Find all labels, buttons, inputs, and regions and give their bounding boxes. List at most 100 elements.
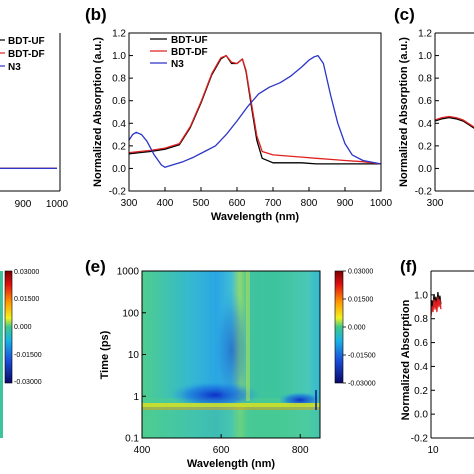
panel-b-ytick-label: 0.8 (112, 74, 126, 85)
panel-b-xtick-label: 700 (265, 198, 282, 209)
panel-e-xtick-label: 600 (213, 445, 230, 456)
panel-b-xtick-label: 900 (337, 198, 354, 209)
panel-c-ytick-label: 0.0 (418, 164, 432, 175)
panel-c-xtick-label: 300 (427, 198, 444, 209)
panel-e-ytick-label: 1 (133, 392, 139, 403)
panel-f-ytick-label: 0.4 (414, 362, 428, 373)
panel-a-xtick: 1000 (46, 199, 69, 210)
panel-f-ticks: -0.2 0.0 0.2 0.4 0.6 0.8 1.0 10 (411, 290, 439, 456)
panel-e-ytick-label: 1000 (117, 267, 140, 278)
panel-c-ytick-label: 1.0 (418, 51, 432, 62)
panel-c-ytick-label: -0.2 (415, 187, 433, 198)
panel-b-ytick-label: -0.2 (109, 187, 127, 198)
panel-e-colorbar-tick-label: -0.01500 (348, 353, 376, 360)
panel-b-xtick-label: 300 (121, 198, 138, 209)
panel-label-c: (c) (394, 5, 415, 24)
panel-f-ytick-label: 0.2 (414, 386, 428, 397)
panel-c-ytick-label: 0.2 (418, 141, 432, 152)
panel-d: 0.03000 0.01500 0.000 -0.01500 -0.03000 (0, 269, 42, 438)
panel-a: 900 1000 BDT-UF BDT-DF N3 (0, 33, 69, 210)
panel-c-ticks: -0.2 0.0 0.2 0.4 0.6 0.8 1.0 1.2 300 (415, 29, 444, 210)
panel-d-heatmap-edge (0, 271, 3, 438)
panel-e-colorbar-tick-label: -0.03000 (348, 381, 376, 388)
panel-e-colorbar-tick-label: 0.000 (348, 325, 366, 332)
legend-label-bdt-uf: BDT-UF (171, 35, 208, 46)
panel-a-xtick: 900 (15, 199, 32, 210)
panel-c: (c) -0.2 0.0 0.2 0.4 0.6 0.8 1.0 1.2 300 Normali… (394, 5, 474, 209)
panel-c-ytick-label: 0.4 (418, 119, 432, 130)
panel-e-coherent-artifact-edge (142, 407, 320, 410)
panel-e-ticks: 400 600 800 0.1 1 10 100 1000 (117, 267, 309, 457)
series-line-n3 (129, 54, 381, 168)
panel-e-ytick-label: 0.1 (125, 434, 139, 445)
panel-f-xtick-label: 10 (427, 445, 439, 456)
panel-b-xtick-label: 400 (157, 198, 174, 209)
panel-b: (b) 300 400 500 600 700 800 900 1000 -0.2 0.0 0.2 0… (85, 5, 393, 223)
legend-label-n3: N3 (171, 59, 184, 70)
panel-d-colorbar-tick: 0.01500 (14, 296, 39, 303)
panel-e-xlabel: Wavelength (nm) (187, 458, 276, 470)
panel-f-ytick-label: 0.0 (414, 410, 428, 421)
panel-d-colorbar-tick: 0.03000 (14, 269, 39, 276)
panel-f-ytick-label: 0.6 (414, 338, 428, 349)
panel-f-series (431, 291, 442, 317)
series-line-bdt-df (129, 54, 381, 165)
panel-d-colorbar (4, 270, 13, 384)
panel-f-ytick-label: 1.0 (414, 290, 428, 301)
panel-d-colorbar-tick: -0.01500 (14, 352, 42, 359)
panel-e-ytick-label: 10 (128, 350, 140, 361)
panel-b-ytick-label: 1.0 (112, 51, 126, 62)
panel-e-colorbar-ticks: 0.03000 0.01500 0.000 -0.01500 -0.03000 (343, 269, 376, 388)
panel-e-stripe (246, 271, 250, 401)
panel-b-series (129, 54, 381, 168)
panel-b-xtick-label: 800 (301, 198, 318, 209)
panel-f-ytick-label: -0.2 (411, 434, 429, 445)
panel-e-heatmap (142, 271, 320, 438)
panel-f-ylabel: Normalized Absorption (400, 299, 412, 420)
panel-b-ytick-label: 1.2 (112, 29, 126, 40)
panel-b-ytick-label: 0.6 (112, 96, 126, 107)
panel-e-xtick-label: 400 (134, 445, 151, 456)
panel-b-ylabel: Normalized Absorption (a.u.) (92, 37, 104, 187)
panel-c-ylabel: Normalized Absorption (a.u.) (398, 37, 410, 187)
legend-label-n3: N3 (8, 62, 21, 73)
panel-b-legend: BDT-UF BDT-DF N3 (150, 35, 208, 70)
panel-c-ytick-label: 0.8 (418, 74, 432, 85)
panel-e-colorbar-tick-label: 0.03000 (348, 269, 373, 276)
panel-label-e: (e) (85, 257, 106, 276)
panel-f: (f) -0.2 0.0 0.2 0.4 0.6 0.8 1.0 10 Normalized … (400, 257, 474, 456)
panel-d-colorbar-tick: -0.03000 (14, 379, 42, 386)
panel-label-f: (f) (400, 257, 417, 276)
panel-e-colorbar (334, 270, 344, 384)
panel-e: (e) 400 600 800 0.1 1 10 100 1000 Wavelength (n… (85, 257, 376, 470)
panel-b-ytick-label: 0.2 (112, 141, 126, 152)
panel-e-xtick-label: 800 (292, 445, 309, 456)
panel-c-series (435, 115, 474, 129)
panel-f-ytick-label: 0.8 (414, 314, 428, 325)
panel-d-colorbar-tick: 0.000 (14, 324, 32, 331)
panel-e-ytick-label: 100 (122, 308, 139, 319)
panel-b-ytick-label: 0.4 (112, 119, 126, 130)
panel-a-legend: BDT-UF BDT-DF N3 (0, 36, 45, 73)
panel-label-b: (b) (85, 5, 107, 24)
panel-b-ticks: 300 400 500 600 700 800 900 1000 -0.2 0.0 0.2 0.4 0.… (109, 29, 393, 210)
legend-label-bdt-uf: BDT-UF (8, 36, 45, 47)
panel-e-ylabel: Time (ps) (99, 330, 111, 379)
panel-e-coherent-artifact (142, 403, 320, 407)
panel-e-bleach-tail (214, 290, 250, 410)
series-line-bdt-df (435, 115, 474, 128)
series-line-bdt-df (431, 296, 442, 317)
series-line-bdt-uf (435, 116, 474, 129)
panel-b-frame (128, 32, 382, 192)
panel-b-xlabel: Wavelength (nm) (211, 211, 300, 223)
panel-c-ytick-label: 1.2 (418, 29, 432, 40)
panel-b-ytick-label: 0.0 (112, 164, 126, 175)
panel-b-xtick-label: 600 (229, 198, 246, 209)
panel-c-ytick-label: 0.6 (418, 96, 432, 107)
panel-b-xtick-label: 500 (193, 198, 210, 209)
legend-label-bdt-df: BDT-DF (8, 49, 45, 60)
panel-e-colorbar-tick-label: 0.01500 (348, 297, 373, 304)
legend-label-bdt-df: BDT-DF (171, 47, 208, 58)
panel-b-xtick-label: 1000 (370, 198, 393, 209)
